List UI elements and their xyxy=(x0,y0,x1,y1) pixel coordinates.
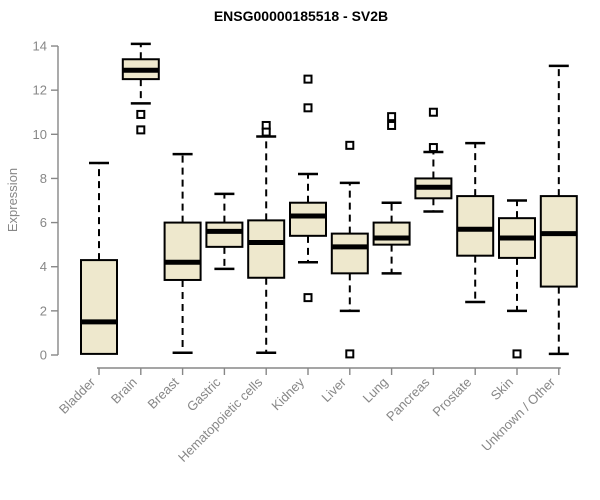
x-tick-label-lung: Lung xyxy=(360,375,391,406)
x-tick-label-brain: Brain xyxy=(108,375,140,407)
iqr-box xyxy=(247,219,286,279)
iqr-box xyxy=(456,195,495,257)
box-skin xyxy=(498,199,536,359)
outlier-point xyxy=(428,107,438,117)
x-tick-label-gastric: Gastric xyxy=(184,374,224,414)
outlier-point xyxy=(387,120,397,130)
x-tick-label-skin: Skin xyxy=(488,375,516,403)
y-axis-title: Expression xyxy=(5,168,20,232)
boxes xyxy=(80,42,578,359)
x-tick-label-unknown-other: Unknown / Other xyxy=(478,374,558,454)
iqr-box xyxy=(372,221,411,246)
iqr-box xyxy=(289,201,327,237)
iqr-box xyxy=(205,221,244,248)
outlier-point xyxy=(136,109,146,119)
iqr-box xyxy=(539,195,578,288)
outlier-point xyxy=(345,140,355,150)
outlier-point xyxy=(428,143,438,153)
outlier-point xyxy=(261,127,271,137)
x-tick-label-liver: Liver xyxy=(318,374,349,405)
outlier-point xyxy=(387,112,397,122)
outlier-point xyxy=(345,349,355,359)
iqr-box xyxy=(80,259,118,355)
y-tick-label: 0 xyxy=(40,348,47,363)
y-tick-label: 14 xyxy=(33,39,47,54)
box-prostate xyxy=(456,141,495,304)
box-brain xyxy=(121,42,160,135)
y-tick-label: 8 xyxy=(40,171,47,186)
x-tick-label-pancreas: Pancreas xyxy=(383,374,433,424)
outlier-point xyxy=(303,74,313,84)
box-bladder xyxy=(80,161,118,355)
x-tick-label-bladder: Bladder xyxy=(56,374,99,417)
outlier-point xyxy=(303,293,313,303)
box-gastric xyxy=(205,192,244,271)
box-hematopoietic-cells xyxy=(247,120,286,355)
outlier-point xyxy=(136,125,146,135)
y-tick-label: 6 xyxy=(40,215,47,230)
x-tick-label-prostate: Prostate xyxy=(429,375,474,420)
box-breast xyxy=(163,152,202,355)
box-liver xyxy=(330,140,369,359)
box-unknown-other xyxy=(539,64,578,356)
outlier-point xyxy=(512,349,522,359)
y-tick-label: 10 xyxy=(33,127,47,142)
box-pancreas xyxy=(414,107,453,213)
chart-title: ENSG00000185518 - SV2B xyxy=(214,8,388,24)
x-tick-label-kidney: Kidney xyxy=(268,374,307,413)
y-tick-label: 2 xyxy=(40,303,47,318)
box-kidney xyxy=(289,74,327,303)
x-tick-label-breast: Breast xyxy=(145,374,182,411)
outlier-point xyxy=(303,103,313,113)
y-tick-label: 4 xyxy=(40,259,47,274)
y-tick-label: 12 xyxy=(33,83,47,98)
box-lung xyxy=(372,112,411,275)
iqr-box xyxy=(163,221,202,281)
iqr-box xyxy=(330,232,369,275)
